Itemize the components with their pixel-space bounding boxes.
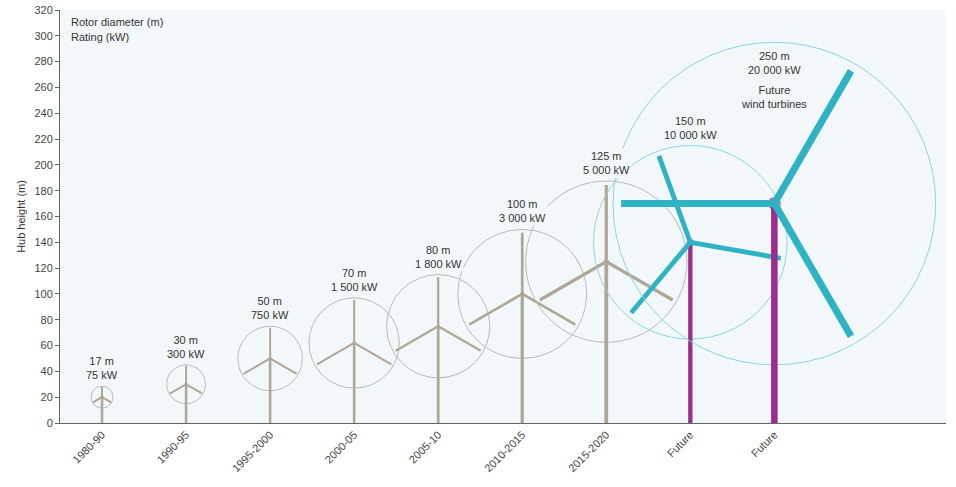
- svg-text:20: 20: [41, 391, 53, 403]
- svg-text:Rotor diameter (m): Rotor diameter (m): [71, 16, 163, 28]
- svg-text:100 m3 000 kW: 100 m3 000 kW: [499, 198, 546, 224]
- svg-text:150 m10 000 kW: 150 m10 000 kW: [664, 115, 717, 141]
- svg-text:125 m5 000 kW: 125 m5 000 kW: [583, 150, 630, 176]
- svg-text:180: 180: [34, 185, 52, 197]
- svg-text:0: 0: [47, 417, 53, 429]
- svg-text:260: 260: [34, 81, 52, 93]
- svg-text:60: 60: [41, 339, 53, 351]
- svg-text:140: 140: [34, 236, 52, 248]
- svg-text:100: 100: [34, 288, 52, 300]
- svg-text:40: 40: [41, 365, 53, 377]
- svg-text:Rating (kW): Rating (kW): [71, 31, 129, 43]
- svg-text:220: 220: [34, 133, 52, 145]
- svg-text:80 m1 800 kW: 80 m1 800 kW: [415, 244, 462, 270]
- svg-text:2010-2015: 2010-2015: [482, 429, 528, 475]
- svg-text:17 m75 kW: 17 m75 kW: [86, 355, 118, 381]
- svg-text:160: 160: [34, 210, 52, 222]
- svg-text:2015-2020: 2015-2020: [566, 429, 612, 475]
- svg-text:70 m1 500 kW: 70 m1 500 kW: [331, 267, 378, 293]
- svg-text:50 m750 kW: 50 m750 kW: [251, 295, 289, 321]
- svg-text:280: 280: [34, 55, 52, 67]
- svg-text:1990-95: 1990-95: [154, 429, 191, 466]
- svg-text:2000-05: 2000-05: [322, 429, 359, 466]
- svg-text:2005-10: 2005-10: [406, 429, 443, 466]
- svg-text:120: 120: [34, 262, 52, 274]
- svg-text:1995-2000: 1995-2000: [230, 429, 276, 475]
- svg-text:30 m300 kW: 30 m300 kW: [167, 334, 205, 360]
- svg-text:Hub height (m): Hub height (m): [15, 180, 27, 253]
- svg-text:Future: Future: [665, 429, 696, 460]
- svg-text:Future: Future: [749, 429, 780, 460]
- svg-text:200: 200: [34, 159, 52, 171]
- svg-text:1980-90: 1980-90: [70, 429, 107, 466]
- svg-text:300: 300: [34, 30, 52, 42]
- svg-text:Futurewind turbines: Futurewind turbines: [741, 84, 807, 110]
- svg-text:250 m20 000 kW: 250 m20 000 kW: [748, 50, 801, 76]
- svg-text:240: 240: [34, 107, 52, 119]
- svg-text:80: 80: [41, 314, 53, 326]
- svg-text:320: 320: [34, 4, 52, 16]
